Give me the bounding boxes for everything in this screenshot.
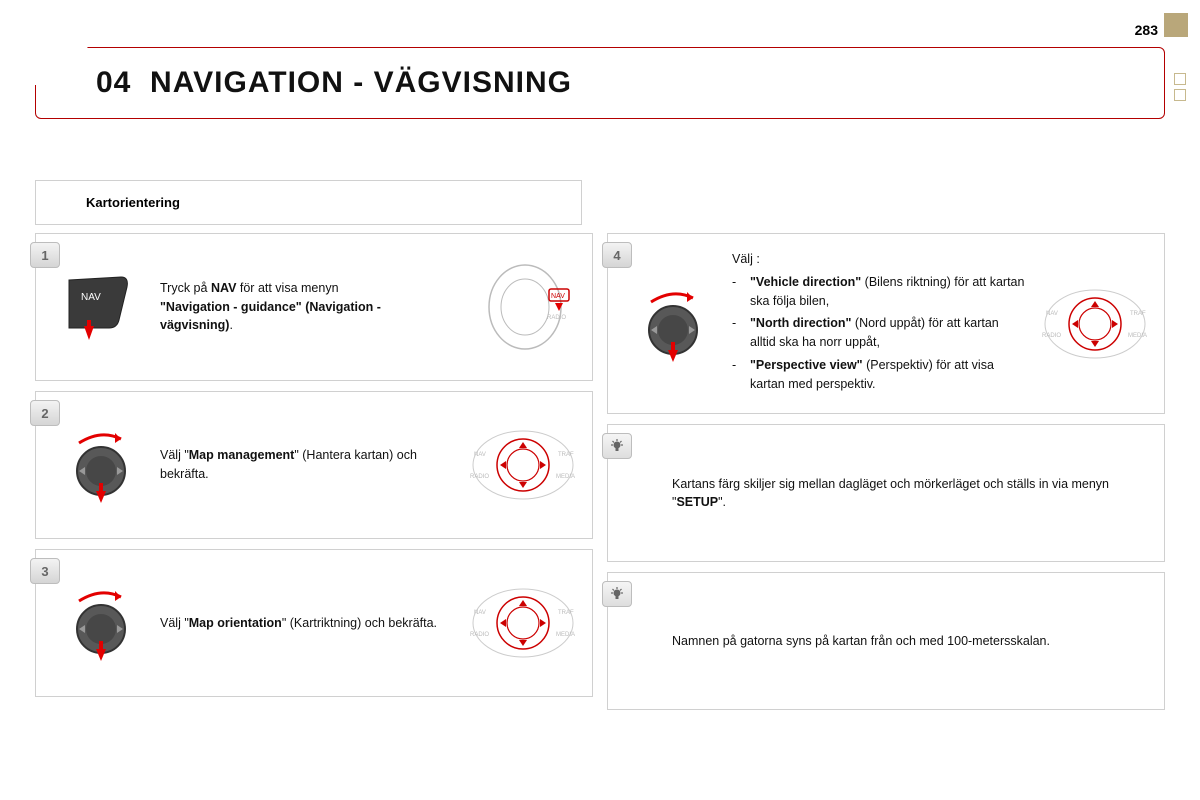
svg-text:MEDIA: MEDIA [556, 632, 575, 638]
page-title: 04 NAVIGATION - VÄGVISNING [96, 66, 1134, 100]
t: SETUP [676, 495, 718, 509]
t: Välj " [160, 448, 189, 462]
tip-1-text: Kartans färg skiljer sig mellan dagläget… [628, 475, 1150, 513]
t: NAV [211, 281, 236, 295]
rotary-dial-icon [56, 425, 146, 505]
t: Map management [189, 448, 295, 462]
rotary-dial-icon [56, 583, 146, 663]
control-diagram-dial: NAV TRAF RADIO MEDIA [468, 420, 578, 510]
t: Map orientation [189, 616, 282, 630]
svg-text:RADIO: RADIO [470, 474, 489, 480]
t: " (Kartriktning) och bekräfta. [282, 616, 437, 630]
t: . [229, 318, 232, 332]
svg-text:NAV: NAV [81, 292, 101, 303]
svg-text:RADIO: RADIO [1042, 333, 1061, 339]
svg-text:NAV: NAV [474, 610, 486, 616]
t: ". [718, 495, 726, 509]
t: "Vehicle direction" [750, 275, 861, 289]
left-column: 1 NAV Tryck på NAV för att visa menyn "N… [35, 233, 593, 710]
step-badge-4: 4 [602, 242, 632, 268]
svg-text:RADIO: RADIO [547, 315, 566, 321]
t: "North direction" [750, 316, 851, 330]
tip-2: Namnen på gatorna syns på kartan från oc… [607, 572, 1165, 710]
t: Välj : [732, 250, 1026, 269]
control-diagram-nav: NAV RADIO [468, 257, 578, 357]
svg-text:MEDIA: MEDIA [556, 474, 575, 480]
svg-text:NAV: NAV [551, 293, 565, 300]
step-2: 2 Välj "Map management" (Hantera kart [35, 391, 593, 539]
lightbulb-icon [609, 586, 625, 602]
t: Välj " [160, 616, 189, 630]
corner-accent [1164, 13, 1188, 37]
control-diagram-dial: NAV TRAF RADIO MEDIA [1040, 279, 1150, 369]
step-badge-3: 3 [30, 558, 60, 584]
lightbulb-icon [609, 438, 625, 454]
svg-text:NAV: NAV [474, 452, 486, 458]
t: Kartans färg skiljer sig mellan dagläget… [672, 477, 1109, 510]
svg-text:MEDIA: MEDIA [1128, 333, 1147, 339]
t: för att visa menyn [236, 281, 338, 295]
step-3-text: Välj "Map orientation" (Kartriktning) oc… [160, 614, 454, 633]
nav-button-icon: NAV [56, 272, 146, 342]
step-badge-2: 2 [30, 400, 60, 426]
content-area: Kartorientering 1 NAV Tryck på NAV för a… [35, 180, 1165, 780]
step-3: 3 Välj "Map orientation" (Kartriktnin [35, 549, 593, 697]
tip-1: Kartans färg skiljer sig mellan dagläget… [607, 424, 1165, 562]
section-number: 04 [96, 66, 131, 99]
step-2-text: Välj "Map management" (Hantera kartan) o… [160, 446, 454, 484]
right-column: 4 Välj : -"Veh [607, 233, 1165, 710]
rotary-dial-icon [628, 284, 718, 364]
title-text: NAVIGATION - VÄGVISNING [150, 66, 572, 99]
page-number: 283 [1135, 22, 1158, 38]
t: "Navigation - guidance" (Navigation - vä… [160, 300, 381, 333]
tip-badge [602, 581, 632, 607]
step-1-text: Tryck på NAV för att visa menyn "Navigat… [160, 279, 454, 335]
header-box: 04 NAVIGATION - VÄGVISNING [35, 47, 1165, 119]
step-4-text: Välj : -"Vehicle direction" (Bilens rikt… [732, 250, 1026, 397]
t: Tryck på [160, 281, 211, 295]
svg-text:TRAF: TRAF [1130, 311, 1146, 317]
step-4: 4 Välj : -"Veh [607, 233, 1165, 414]
step-badge-1: 1 [30, 242, 60, 268]
step-1: 1 NAV Tryck på NAV för att visa menyn "N… [35, 233, 593, 381]
control-diagram-dial: NAV TRAF RADIO MEDIA [468, 578, 578, 668]
tip-2-text: Namnen på gatorna syns på kartan från oc… [628, 632, 1150, 651]
svg-text:RADIO: RADIO [470, 632, 489, 638]
side-markers [1174, 73, 1186, 101]
svg-text:NAV: NAV [1046, 311, 1058, 317]
columns: 1 NAV Tryck på NAV för att visa menyn "N… [35, 233, 1165, 710]
tip-badge [602, 433, 632, 459]
svg-text:TRAF: TRAF [558, 452, 574, 458]
section-label: Kartorientering [35, 180, 582, 225]
t: "Perspective view" [750, 358, 863, 372]
svg-text:TRAF: TRAF [558, 610, 574, 616]
